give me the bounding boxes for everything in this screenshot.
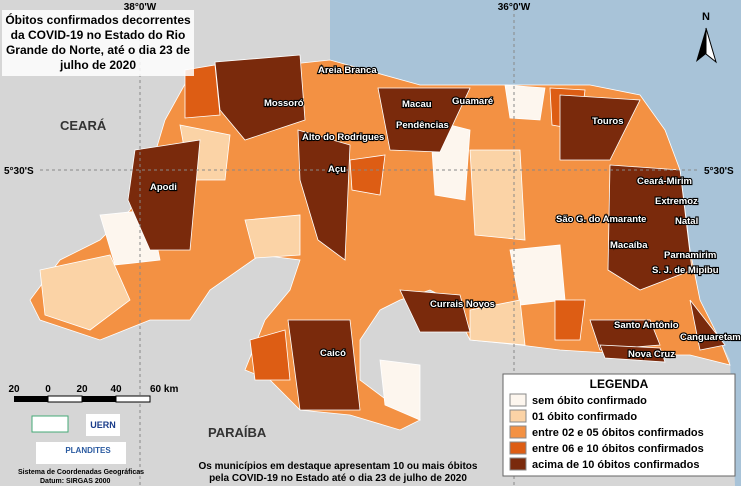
note: pela COVID-19 no Estado até o dia 23 de … [209, 473, 467, 484]
municipality [127, 139, 201, 251]
scale-labels: 20 0 20 40 60 km [8, 384, 178, 395]
legend-label: entre 06 e 10 óbitos confirmados [532, 443, 704, 455]
city-label: Natal [675, 216, 698, 227]
city-label: Alto do Rodrigues [302, 132, 384, 143]
city-label: Canguaretama [680, 332, 741, 343]
north-arrow: N [696, 11, 717, 64]
legend-title: LEGENDA [590, 377, 649, 391]
legend-label: 01 óbito confirmado [532, 411, 637, 423]
municipality [214, 54, 306, 141]
legend-swatch [509, 425, 527, 439]
state [29, 54, 731, 431]
city-label: Nova Cruz [628, 349, 675, 360]
city-label: Areia Branca [318, 65, 377, 76]
legend-swatch [509, 441, 527, 455]
municipality [607, 164, 693, 291]
logo-box [86, 414, 120, 436]
city-labels: Areia Branca Mossoró Macau Guamaré Pendê… [149, 64, 741, 361]
title-line: da COVID-19 no Estado do Rio [11, 28, 186, 42]
legend-box [502, 373, 736, 477]
city-label: Açu [328, 164, 346, 175]
note: Os municípios em destaque apresentam 10 … [199, 461, 478, 472]
legend-swatch [509, 457, 527, 471]
logo-box [36, 442, 126, 464]
municipality [469, 149, 526, 241]
city-label: Santo Antônio [614, 320, 679, 331]
footer: Sistema de Coordenadas Geográficas [18, 469, 144, 476]
footer: Datum: SIRGAS 2000 [40, 478, 111, 485]
title-box [2, 10, 194, 76]
north-label: N [702, 11, 710, 23]
lat-label: 5°30'S [704, 166, 734, 177]
municipality [504, 84, 546, 121]
city-label: Ceará-Mirim [637, 176, 692, 187]
city-label: Pendências [396, 120, 449, 131]
city-label: Macaíba [610, 240, 648, 251]
municipality [244, 214, 301, 259]
municipality [469, 299, 526, 346]
municipality [184, 64, 221, 119]
logo-text: UERN [90, 420, 116, 430]
title-line: julho de 2020 [59, 58, 136, 72]
municipality [599, 344, 666, 363]
legend: sem óbito confirmado 01 óbito confirmado e… [509, 393, 704, 471]
municipality [249, 329, 291, 381]
scale-label: 60 km [150, 384, 178, 395]
scale-label: 20 [8, 384, 20, 395]
municipality [379, 359, 421, 421]
city-label: Touros [592, 116, 624, 127]
city-label: Apodi [150, 182, 177, 193]
scale-label: 40 [110, 384, 122, 395]
title-line: Grande do Norte, até o dia 23 de [6, 43, 190, 57]
title-line: Óbitos confirmados decorrentes [5, 12, 191, 27]
city-label: Mossoró [264, 98, 304, 109]
municipality [349, 154, 386, 196]
scale-label: 20 [76, 384, 88, 395]
legend-swatch [509, 409, 527, 423]
municipality [589, 319, 661, 351]
legend-label: acima de 10 óbitos confirmados [532, 459, 700, 471]
neighbor-label: PARAÍBA [208, 425, 267, 440]
municipality [689, 299, 726, 351]
municipality [509, 244, 566, 306]
municipality [39, 254, 131, 331]
city-label: Macau [402, 99, 432, 110]
scale-bar [14, 395, 151, 403]
city-label: Parnamirim [664, 250, 716, 261]
municipality [554, 299, 586, 341]
municipality [399, 289, 471, 333]
legend-label: sem óbito confirmado [532, 395, 647, 407]
scale-label: 0 [45, 384, 51, 395]
lon-label: 36°0'W [498, 2, 531, 13]
city-label: S. J. de Mipibu [652, 265, 719, 276]
neighbor-label: CEARÁ [60, 118, 107, 133]
city-label: Guamaré [452, 96, 493, 107]
city-label: Extremoz [655, 196, 698, 207]
lat-label: 5°30'S [4, 166, 34, 177]
logo-text: PLANDITES [65, 446, 111, 455]
logo [31, 415, 69, 433]
municipality [297, 129, 351, 261]
municipality [377, 87, 471, 153]
city-label: São G. do Amarante [556, 214, 646, 225]
legend-label: entre 02 e 05 óbitos confirmados [532, 427, 704, 439]
city-label: Caicó [320, 348, 346, 359]
sea [330, 0, 741, 486]
lon-label: 38°0'W [124, 2, 157, 13]
legend-swatch [509, 393, 527, 407]
municipality [287, 319, 361, 411]
city-label: Currais Novos [430, 299, 495, 310]
municipality [559, 94, 641, 161]
